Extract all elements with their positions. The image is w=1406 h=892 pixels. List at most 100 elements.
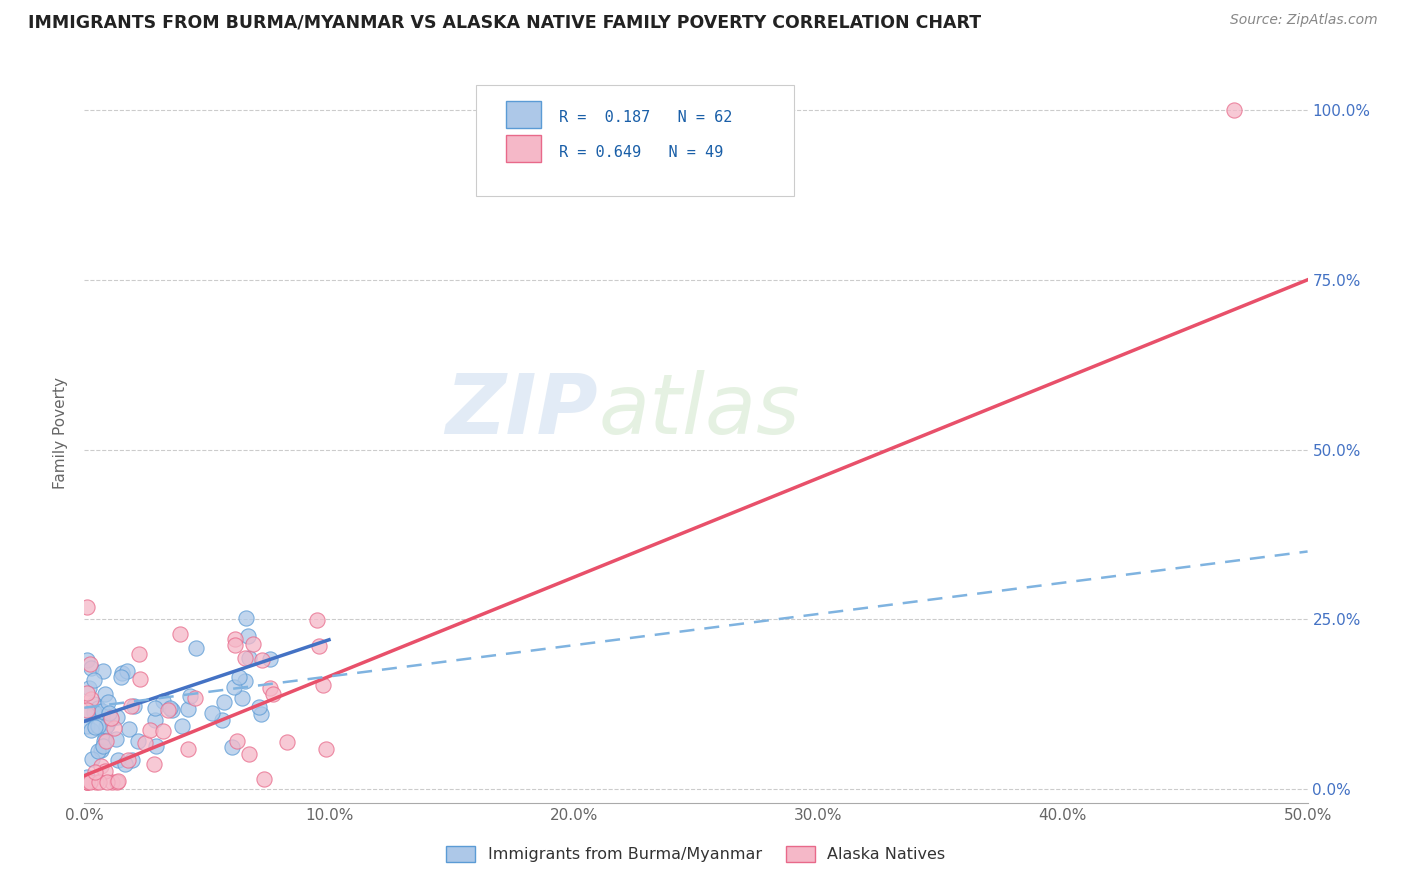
Point [259,681,281,695]
Point [80,751,103,765]
Point [79,657,101,672]
Point [94,719,117,733]
Point [170,719,193,733]
Point [200,706,222,720]
Point [253,772,276,787]
Point [138,723,160,737]
Point [222,681,245,695]
Point [128,648,150,662]
Point [94,764,117,778]
Point [76,686,98,700]
Point [87,719,110,733]
Point [224,632,246,646]
Point [225,733,247,747]
Point [224,638,246,652]
Point [89,775,111,789]
Point [91,664,114,678]
Point [96,718,118,732]
Point [169,627,191,641]
Point [83,673,105,687]
Legend: Immigrants from Burma/Myanmar, Alaska Natives: Immigrants from Burma/Myanmar, Alaska Na… [440,839,952,869]
Point [308,639,330,653]
Point [83,764,105,779]
Point [238,650,260,665]
Point [122,698,145,713]
Point [105,775,128,789]
Point [100,711,122,725]
Point [263,687,285,701]
Point [143,701,166,715]
Text: R =  0.187   N = 62: R = 0.187 N = 62 [560,111,733,126]
Point [259,652,281,666]
Point [98,706,121,720]
FancyBboxPatch shape [506,101,541,128]
Point [179,689,201,703]
Point [249,706,271,721]
Point [80,691,103,706]
Point [157,703,180,717]
Point [177,742,200,756]
Y-axis label: Family Poverty: Family Poverty [53,376,69,489]
Point [143,713,166,727]
Point [276,734,298,748]
Point [211,713,233,727]
Point [84,719,107,733]
Point [87,744,110,758]
Point [76,703,98,717]
Point [76,770,98,784]
Point [142,756,165,771]
Point [107,753,129,767]
Point [91,704,114,718]
Point [117,753,139,767]
Point [242,637,264,651]
Point [93,739,115,753]
Point [83,697,105,711]
Point [247,700,270,714]
Point [76,599,98,614]
Point [80,661,103,675]
Point [105,710,128,724]
Point [186,641,208,656]
Point [97,696,120,710]
Point [76,775,98,789]
Point [100,775,122,789]
Point [134,735,156,749]
Point [111,666,134,681]
Point [250,652,273,666]
Point [315,742,337,756]
Point [127,734,149,748]
Text: IMMIGRANTS FROM BURMA/MYANMAR VS ALASKA NATIVE FAMILY POVERTY CORRELATION CHART: IMMIGRANTS FROM BURMA/MYANMAR VS ALASKA … [28,13,981,31]
Point [94,687,117,701]
Point [118,723,141,737]
Point [90,759,112,773]
Point [312,678,335,692]
Text: R = 0.649   N = 49: R = 0.649 N = 49 [560,145,723,161]
Point [117,664,139,678]
Point [87,700,110,714]
Point [228,670,250,684]
Point [121,753,143,767]
Point [93,734,115,748]
Point [77,681,100,695]
Point [100,712,122,726]
Point [159,701,181,715]
Point [80,723,103,738]
Point [86,775,108,789]
Point [76,706,98,721]
Point [231,691,253,706]
Text: Source: ZipAtlas.com: Source: ZipAtlas.com [1230,13,1378,28]
Point [93,730,115,744]
Point [114,757,136,772]
Point [152,723,174,738]
Point [83,705,105,719]
Point [76,775,98,789]
Text: atlas: atlas [598,370,800,451]
Point [76,653,98,667]
Point [1223,103,1246,117]
Point [162,703,184,717]
Point [90,743,112,757]
Point [76,775,98,789]
Text: ZIP: ZIP [446,370,598,451]
FancyBboxPatch shape [506,136,541,162]
Point [120,698,142,713]
